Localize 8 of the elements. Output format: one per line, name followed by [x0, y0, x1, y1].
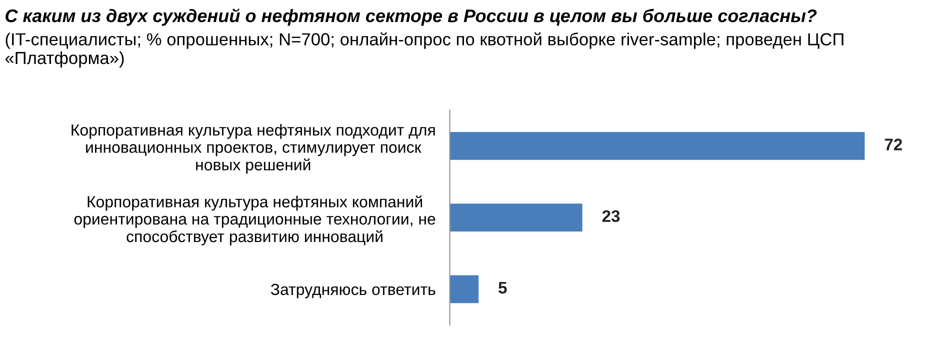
data-label: 72 [884, 138, 902, 150]
chart-title: С каким из двух суждений о нефтяном секторе в России в целом вы больше согласны? [6, 8, 817, 26]
y-tick-label: Корпоративная культура нефтяных подходит для инновационных проектов, стимулирует поиск новых решений [72, 124, 435, 174]
data-label: 23 [602, 210, 620, 222]
data-label: 5 [498, 282, 507, 294]
y-tick-label: Затрудняюсь ответить [270, 284, 436, 298]
chart-subtitle: (IT-специалисты; % опрошенных; N=700; онлайн-опрос по квотной выборке river-sample; проведен ЦСП «Платформа») [5, 32, 844, 68]
y-tick-label: Корпоративная культура нефтяных компаний ориентирована на традиционные технологии, не способствует развитию инноваций [74, 195, 436, 246]
